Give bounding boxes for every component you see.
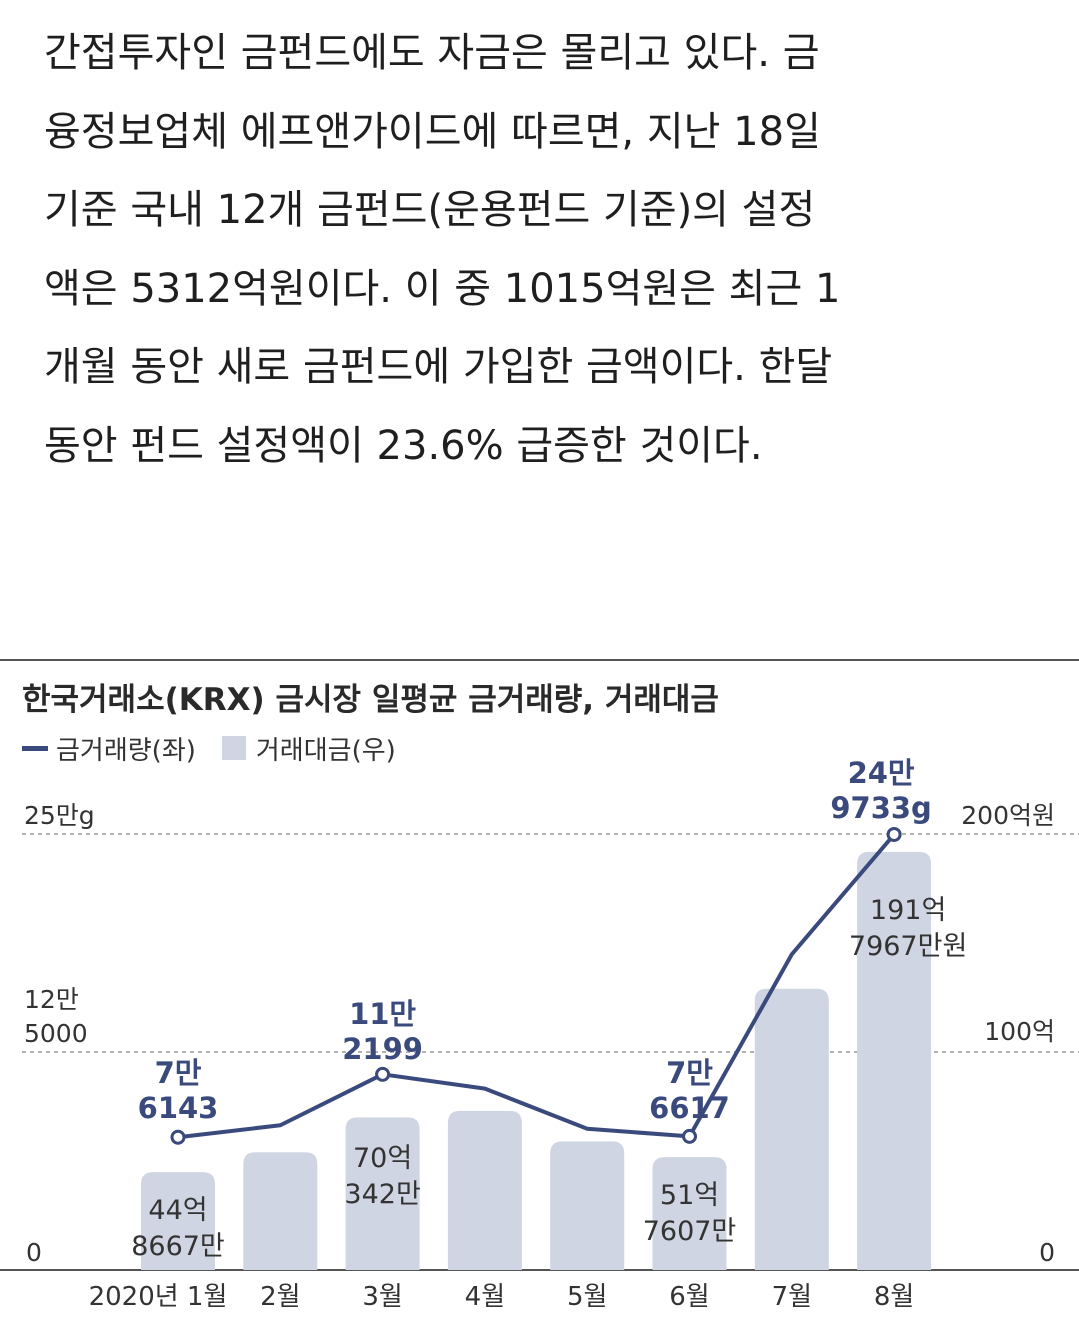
line-label-8: 24만 9733g bbox=[830, 756, 931, 825]
x-tick-label-3: 3월 bbox=[362, 1282, 402, 1312]
article-line-6: 동안 펀드 설정액이 23.6% 급증한 것이다. bbox=[44, 422, 763, 469]
bar-7 bbox=[754, 988, 829, 1270]
line-marker-6 bbox=[682, 1128, 697, 1144]
article-line-3: 기준 국내 12개 금펀드(운용펀드 기준)의 설정 bbox=[44, 187, 816, 233]
chart-bars bbox=[141, 851, 932, 1270]
bar-5 bbox=[550, 1141, 625, 1270]
x-tick-label-2: 2월 bbox=[260, 1282, 300, 1312]
chart-title: 한국거래소(KRX) 금시장 일평균 금거래량, 거래대금 bbox=[22, 682, 719, 718]
bar-label-6: 51억 7607만 bbox=[643, 1180, 737, 1247]
bar-8 bbox=[857, 851, 932, 1270]
article-text: 간접투자인 금펀드에도 자금은 몰리고 있다. 금 융정보업체 에프앤가이드에 … bbox=[44, 14, 1044, 485]
article-line-2: 융정보업체 에프앤가이드에 따르면, 지난 18일 bbox=[44, 108, 821, 155]
left-axis-tick-0: 0 bbox=[26, 1238, 42, 1267]
article-line-4: 액은 5312억원이다. 이 중 1015억원은 최근 1 bbox=[44, 265, 841, 312]
x-tick-label-7: 7월 bbox=[772, 1282, 812, 1312]
x-tick-label-4: 4월 bbox=[465, 1282, 505, 1312]
bar-3 bbox=[345, 1117, 420, 1270]
chart-legend: 금거래량(좌) 거래대금(우) bbox=[22, 730, 396, 766]
line-marker-1 bbox=[170, 1129, 186, 1145]
chart-top-rule bbox=[0, 659, 1079, 661]
bar-1 bbox=[141, 1172, 215, 1270]
chart-labels: 0 12만 5000 25만g 0 100억 200억원 7만 6143 11만 2199 7만 661… bbox=[24, 756, 1055, 1312]
x-tick-label-6: 6월 bbox=[669, 1282, 709, 1312]
x-tick-label-1: 2020년 1월 bbox=[89, 1282, 228, 1312]
line-marker-3 bbox=[375, 1066, 391, 1082]
bar-4 bbox=[447, 1110, 522, 1270]
article-line-5: 개월 동안 새로 금펀드에 가입한 금액이다. 한달 bbox=[44, 344, 833, 390]
x-tick-label-8: 8월 bbox=[874, 1282, 914, 1312]
left-axis-tick-mid: 12만 5000 bbox=[24, 985, 88, 1048]
bar-2 bbox=[243, 1152, 318, 1270]
line-label-1: 7만 6143 bbox=[138, 1056, 219, 1125]
volume-line bbox=[177, 833, 896, 1140]
left-axis-tick-top: 25만g bbox=[24, 801, 95, 830]
bar-label-8: 191억 7967만원 bbox=[849, 895, 967, 962]
article-line-1: 간접투자인 금펀드에도 자금은 몰리고 있다. 금 bbox=[44, 30, 820, 76]
line-label-6: 7만 6617 bbox=[649, 1056, 730, 1125]
right-axis-tick-0: 0 bbox=[1039, 1238, 1055, 1267]
right-axis-tick-top: 200억원 bbox=[961, 801, 1055, 830]
x-tick-label-5: 5월 bbox=[567, 1282, 607, 1312]
bar-label-3: 70억 342만 bbox=[344, 1143, 420, 1210]
chart-line bbox=[170, 826, 902, 1145]
legend-bar-label: 거래대금(우) bbox=[255, 735, 396, 766]
bar-6 bbox=[652, 1157, 727, 1270]
right-axis-tick-mid: 100억 bbox=[984, 1017, 1055, 1046]
legend-bar-swatch bbox=[221, 736, 246, 760]
bar-label-1: 44억 8667만 bbox=[131, 1195, 225, 1262]
line-marker-8 bbox=[886, 826, 902, 842]
legend-line-swatch bbox=[22, 745, 48, 751]
legend-line-label: 금거래량(좌) bbox=[56, 735, 196, 766]
line-label-3: 11만 2199 bbox=[342, 997, 423, 1066]
